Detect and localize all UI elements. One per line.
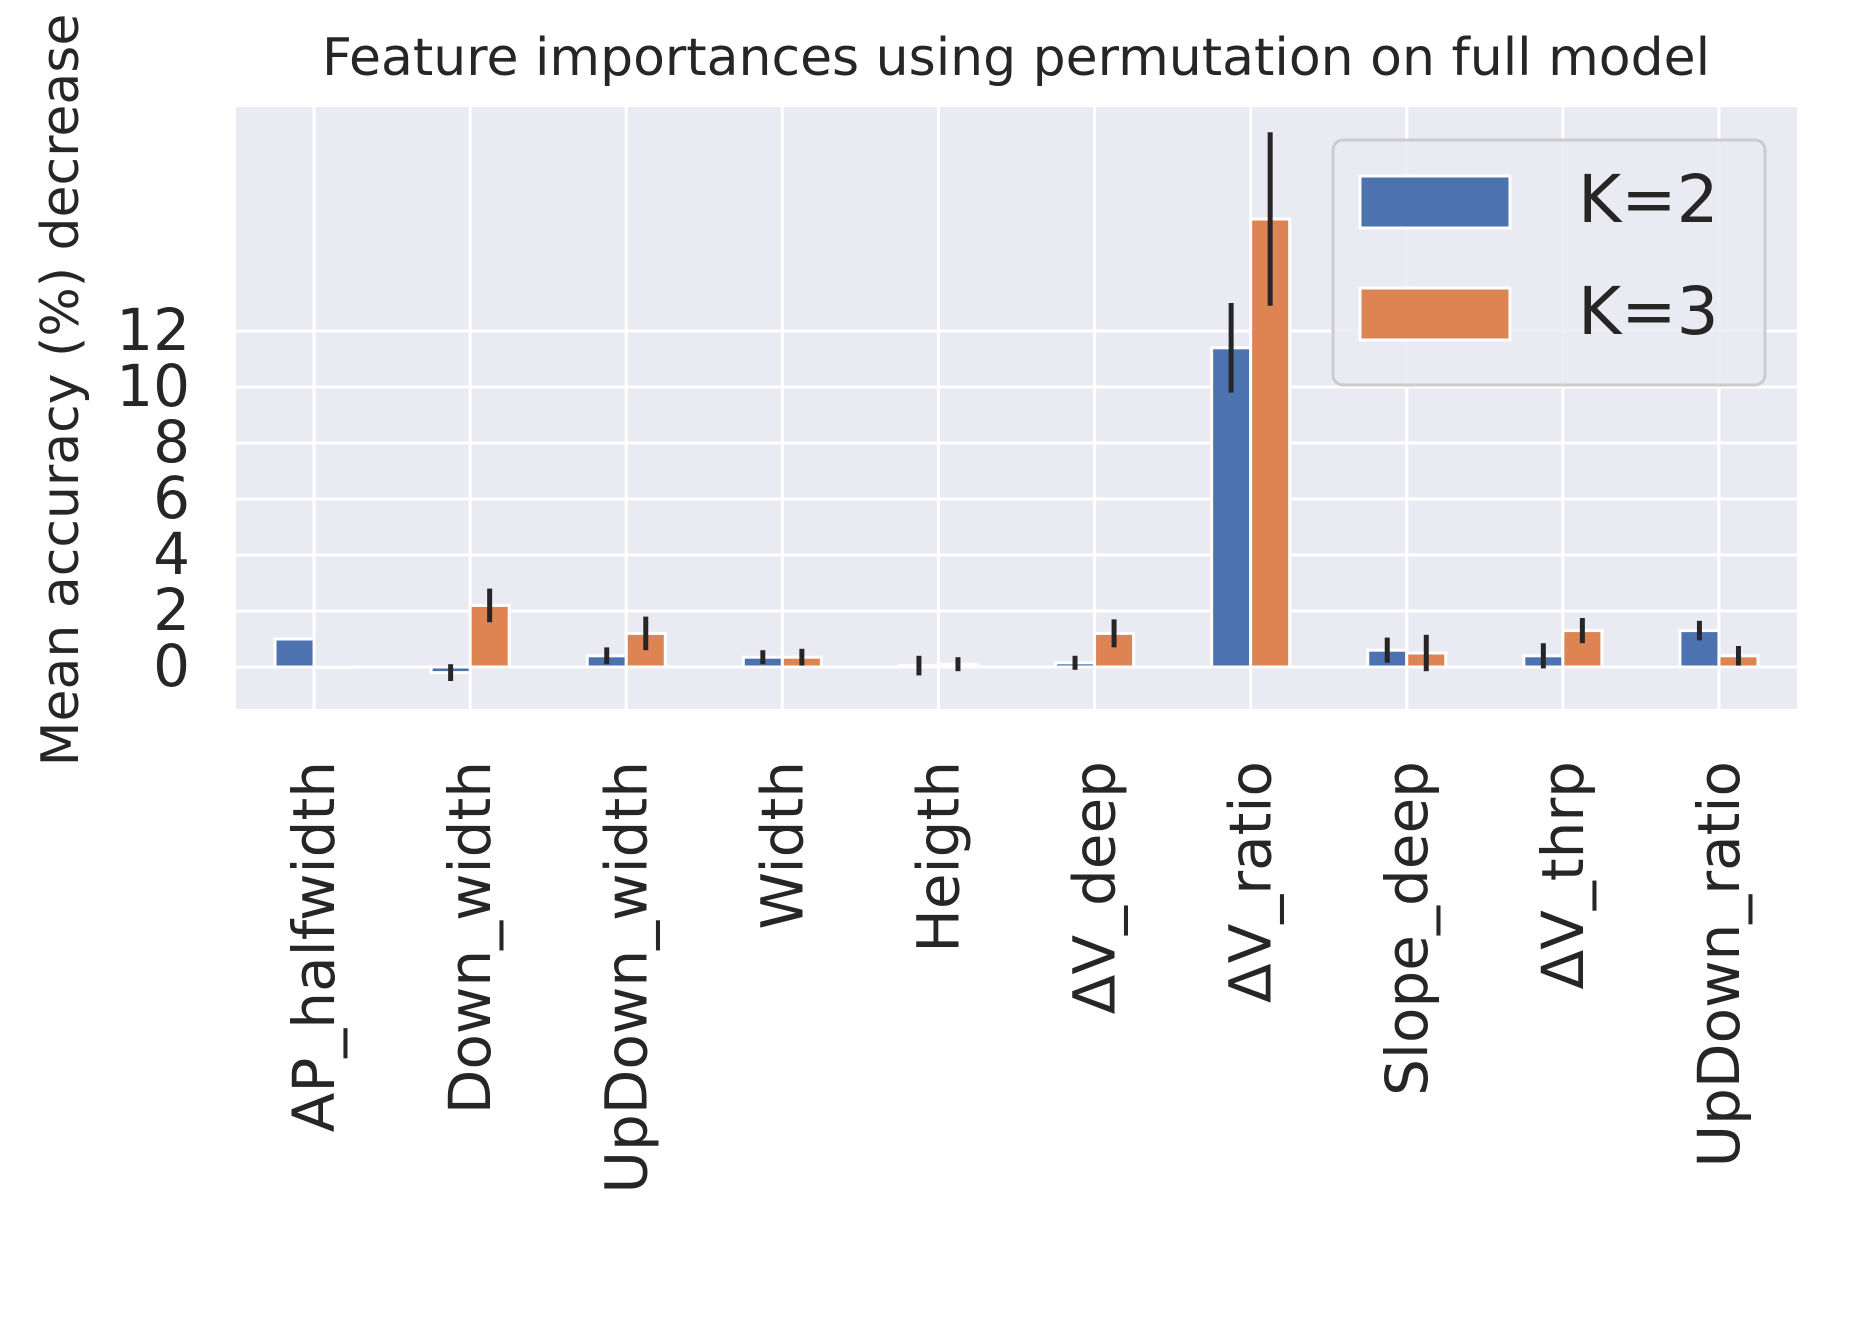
y-tick-label: 6 xyxy=(153,464,190,532)
bar-K=3-Down_width xyxy=(468,603,511,669)
x-tick-label: UpDown_width xyxy=(592,761,660,1193)
x-tick-label: ΔV_ratio xyxy=(1217,761,1285,1003)
bar-K=2-ΔV_ratio xyxy=(1210,346,1253,669)
y-tick-label: 4 xyxy=(153,520,190,588)
error-bars xyxy=(448,132,1741,681)
x-tick-label: AP_halfwidth xyxy=(280,761,348,1132)
x-tick-label: Heigth xyxy=(904,761,972,953)
y-tick-label: 0 xyxy=(153,632,190,700)
x-tick-labels: AP_halfwidth Down_width UpDown_width Width H… xyxy=(280,761,1753,1193)
grid-lines xyxy=(236,107,1797,709)
x-tick-label: ΔV_deep xyxy=(1061,761,1129,1014)
bar-K=2-AP_halfwidth xyxy=(273,637,316,669)
y-tick-label: 2 xyxy=(153,576,190,644)
x-tick-label: UpDown_ratio xyxy=(1685,761,1753,1167)
y-axis-label: Mean accuracy (%) decrease xyxy=(31,14,91,767)
legend-label: K=2 xyxy=(1578,161,1719,238)
y-tick-label: 10 xyxy=(116,352,190,420)
chart-title: Feature importances using permutation on… xyxy=(322,28,1710,88)
x-tick-label: Width xyxy=(748,761,816,930)
legend-label: K=3 xyxy=(1578,273,1719,350)
x-tick-label: ΔV_thrp xyxy=(1529,761,1597,990)
legend: K=2K=3 xyxy=(1331,138,1767,387)
x-tick-label: Down_width xyxy=(436,761,504,1114)
y-tick-label: 12 xyxy=(116,296,190,364)
y-tick-label: 8 xyxy=(153,408,190,476)
x-tick-label: Slope_deep xyxy=(1373,761,1441,1096)
bar-K=3-AP_halfwidth xyxy=(312,665,355,669)
legend-swatch xyxy=(1358,286,1512,342)
legend-swatch xyxy=(1358,174,1512,230)
